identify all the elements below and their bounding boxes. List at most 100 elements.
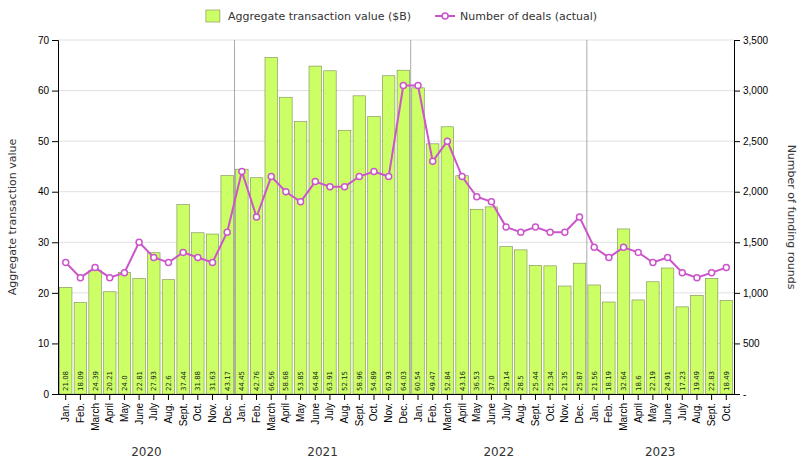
tick: March [90,394,101,431]
tick-mark [95,394,96,400]
tick-mark [726,394,727,400]
marker [210,260,216,266]
tick-label: Dec. [222,403,233,424]
tick-label: 2,000 [743,186,768,197]
tick-label: 2,500 [743,136,768,147]
data-label: 21.56 [591,370,599,391]
data-label: 52.15 [341,371,349,391]
marker [239,168,245,174]
bar [338,130,350,394]
marker [709,270,715,276]
bar [162,280,174,394]
tick: Oct. [721,394,732,421]
tick-label: 70 [38,35,50,46]
data-label: 25.34 [547,370,555,391]
tick-label: 40 [38,186,50,197]
tick-mark [734,91,740,92]
tick-mark [52,242,58,243]
data-label: 53.85 [297,371,305,391]
tick: Sept. [530,394,541,426]
tick-mark [734,343,740,344]
bar [617,229,629,394]
tick-label: - [743,389,746,400]
marker [665,254,671,260]
tick-mark [491,394,492,400]
tick: March [442,394,453,431]
tick: Jan. [413,394,424,422]
tick-label: 60 [38,85,50,96]
data-label: 37.0 [488,375,496,391]
tick-label: Dec. [574,403,585,424]
marker [444,138,450,144]
legend-swatch [442,13,448,19]
tick: Aug. [163,394,174,424]
tick-mark [696,394,697,400]
data-label: 22.81 [136,371,144,391]
tick: June [134,394,145,425]
tick-mark [183,394,184,400]
marker [576,214,582,220]
marker [430,158,436,164]
bar [544,266,556,394]
separator [410,40,411,394]
marker [77,275,83,281]
tick-mark [168,394,169,400]
tick: Nov. [383,394,394,423]
tick-mark [359,394,360,400]
grid-line [58,90,734,91]
marker [532,224,538,230]
tick: May [471,394,482,422]
marker [562,229,568,235]
data-label: 32.64 [620,370,628,391]
tick: 3,000 [734,85,768,96]
tick: Feb. [251,394,262,423]
marker [400,83,406,89]
tick-label: Sept. [178,403,189,426]
marker [503,224,509,230]
tick-label: Oct. [192,403,203,421]
data-label: 42.76 [253,370,261,391]
tick-label: 0 [43,389,49,400]
tick: June [486,394,497,425]
marker [650,260,656,266]
data-label: 17.23 [679,371,687,391]
bar [280,97,292,394]
tick-mark [711,394,712,400]
marker [635,249,641,255]
tick: Sept. [354,394,365,426]
tick-mark [65,394,66,400]
tick: May [119,394,130,422]
tick-mark [52,192,58,193]
marker [342,184,348,190]
legend-item: Aggregate transaction value ($B) [206,10,411,23]
tick-label: 500 [743,338,760,349]
tick-mark [300,394,301,400]
annotation: 2023 [645,445,676,459]
tick: July [677,394,688,421]
marker [107,275,113,281]
tick-mark [734,394,740,395]
tick-mark [734,40,740,41]
bar [206,234,218,394]
data-label: 43.16 [459,370,467,391]
annotation: 2020 [131,445,162,459]
marker [723,265,729,271]
tick-label: Oct. [368,403,379,421]
tick: Aug. [691,394,702,424]
tick-mark [506,394,507,400]
marker [92,265,98,271]
bar [720,300,732,394]
marker [195,254,201,260]
tick-label: May [295,403,306,422]
bar [250,178,262,394]
grid [58,40,734,394]
tick: July [324,394,335,421]
data-label: 22.83 [708,371,716,391]
tick-label: June [134,403,145,425]
tick-label: Oct. [545,403,556,421]
data-label: 36.53 [473,371,481,391]
tick: Oct. [545,394,556,421]
data-label: 54.89 [370,371,378,391]
tick-mark [52,141,58,142]
data-label: 29.14 [503,370,511,391]
